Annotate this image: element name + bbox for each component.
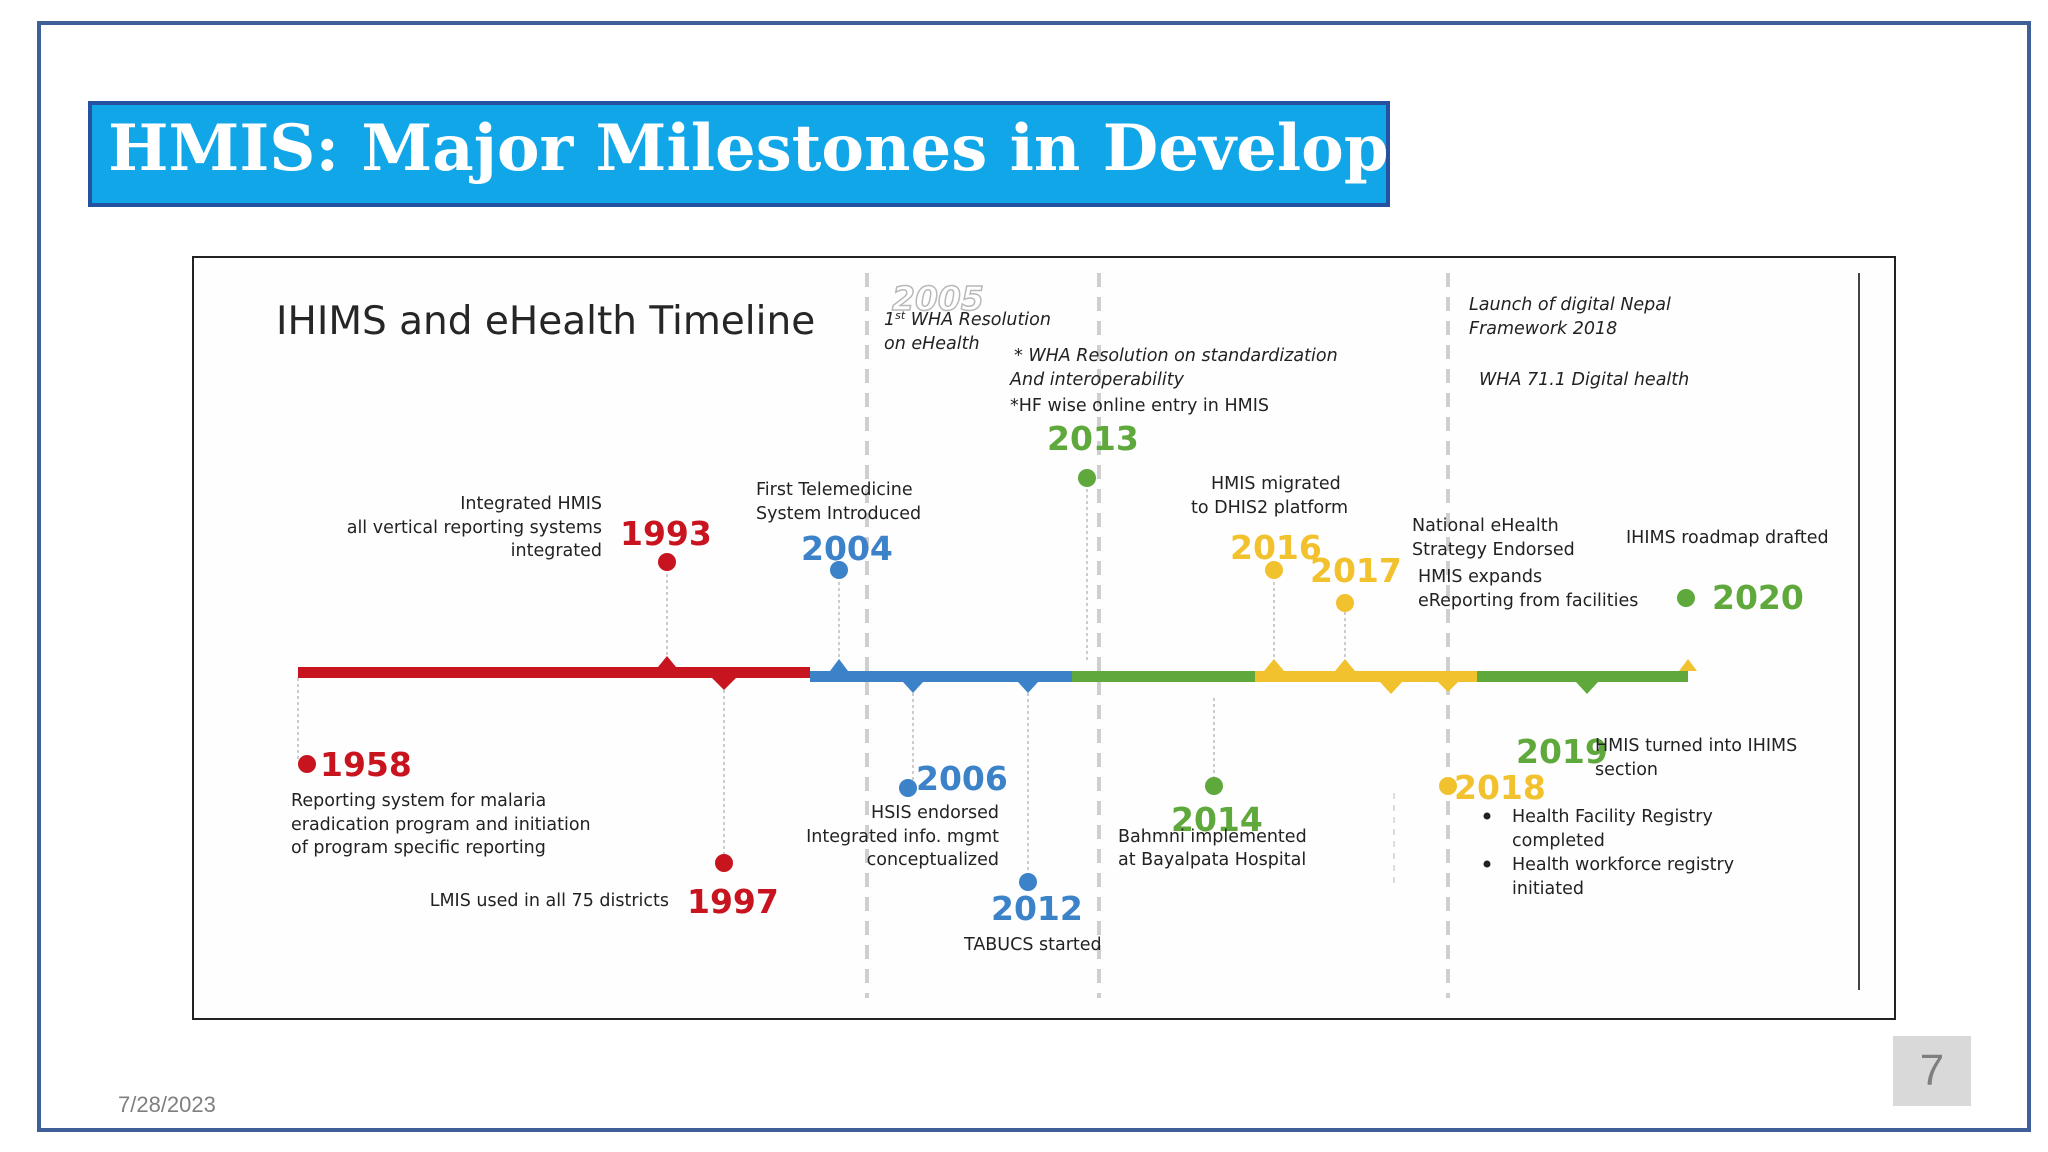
dot-2013 <box>1078 469 1096 487</box>
year-2013: 2013 <box>1047 419 1139 458</box>
year-2004: 2004 <box>801 529 893 568</box>
label-2005-line1: 1st WHA Resolution <box>884 309 1051 330</box>
label-2019-line1: HMIS turned into IHIMS <box>1595 736 1797 756</box>
label-2018-line4: initiated <box>1512 879 1584 899</box>
marker-2017b <box>1380 682 1402 694</box>
label-1958-line1: Reporting system for malaria <box>291 791 546 811</box>
timeline-panel: IHIMS and eHealth Timeline 2005 1st WHA … <box>192 256 1896 1020</box>
label-2017-line1: National eHealth <box>1412 516 1559 536</box>
year-1958: 1958 <box>320 745 412 784</box>
label-2005-line2: on eHealth <box>884 334 980 354</box>
marker-1993 <box>658 656 676 667</box>
label-1997: LMIS used in all 75 districts <box>430 891 669 911</box>
dot-2004 <box>830 561 848 579</box>
label-2019-line2: section <box>1595 760 1658 780</box>
dot-1993 <box>658 553 676 571</box>
marker-2017 <box>1335 659 1355 671</box>
label-2004-line2: System Introduced <box>756 504 921 524</box>
slide-title: HMIS: Major Milestones in Development <box>108 111 1574 186</box>
label-2020: IHIMS roadmap drafted <box>1626 528 1829 548</box>
label-1993-line1: Integrated HMIS <box>460 494 602 514</box>
timeline-segment-red <box>298 667 810 678</box>
year-1997: 1997 <box>687 882 779 921</box>
year-2017: 2017 <box>1310 551 1402 590</box>
year-2018: 2018 <box>1454 768 1546 807</box>
dot-2018 <box>1439 777 1457 795</box>
page-number: 7 <box>1893 1036 1971 1106</box>
year-2020: 2020 <box>1712 578 1804 617</box>
timeline-segment-yellow <box>1255 671 1477 682</box>
dot-2006 <box>899 779 917 797</box>
year-2005: 2005 <box>892 279 984 318</box>
marker-2019 <box>1576 682 1598 694</box>
label-2006-line3: conceptualized <box>867 850 999 870</box>
label-1958-line2: eradication program and initiation <box>291 815 591 835</box>
timeline-segment-green-end <box>1477 671 1688 682</box>
year-2014: 2014 <box>1171 800 1263 839</box>
timeline-heading: IHIMS and eHealth Timeline <box>276 299 815 344</box>
label-1958-line3: of program specific reporting <box>291 838 546 858</box>
marker-2018 <box>1438 682 1458 692</box>
year-2012: 2012 <box>991 889 1083 928</box>
dot-2012 <box>1019 873 1037 891</box>
dot-1958 <box>298 755 316 773</box>
label-2013-line1: * WHA Resolution on standardization <box>1014 346 1338 366</box>
label-2016-line1: HMIS migrated <box>1211 474 1341 494</box>
dot-2014 <box>1205 777 1223 795</box>
label-1993-line3: integrated <box>511 541 602 561</box>
timeline-segment-blue <box>810 671 1072 682</box>
year-1993: 1993 <box>620 514 712 553</box>
label-2014-line2: at Bayalpata Hospital <box>1118 850 1306 870</box>
label-2017-line3: HMIS expands <box>1418 567 1542 587</box>
dot-2016 <box>1265 561 1283 579</box>
timeline-diagram: IHIMS and eHealth Timeline 2005 1st WHA … <box>276 273 1860 998</box>
marker-2012 <box>1018 682 1038 693</box>
year-2016: 2016 <box>1230 528 1322 567</box>
label-2018-top3: WHA 71.1 Digital health <box>1479 370 1689 390</box>
marker-2020 <box>1679 659 1697 671</box>
label-2013-line3: *HF wise online entry in HMIS <box>1010 396 1269 416</box>
label-2018-top1: Launch of digital Nepal <box>1469 295 1671 315</box>
timeline-segment-green <box>1072 671 1255 682</box>
bullet-icon <box>1483 860 1491 868</box>
label-2013-line2: And interoperability <box>1009 370 1185 390</box>
label-2004-line1: First Telemedicine <box>756 480 913 500</box>
label-2017-line4: eReporting from facilities <box>1418 591 1638 611</box>
marker-2006 <box>903 682 923 693</box>
label-2016-line2: to DHIS2 platform <box>1191 498 1348 518</box>
year-2019: 2019 <box>1516 732 1608 771</box>
title-banner: HMIS: Major Milestones in Development <box>88 101 1573 207</box>
label-1993-line2: all vertical reporting systems <box>347 518 602 538</box>
marker-2016 <box>1264 659 1284 671</box>
label-2018-line1: Health Facility Registry <box>1512 807 1713 827</box>
dot-2020 <box>1677 589 1695 607</box>
label-2018-top2: Framework 2018 <box>1469 319 1617 339</box>
label-2017-line2: Strategy Endorsed <box>1412 540 1575 560</box>
label-2018-line3: Health workforce registry <box>1512 855 1734 875</box>
slide-date: 7/28/2023 <box>118 1092 216 1117</box>
label-2014-line1: Bahmni implemented <box>1118 827 1307 847</box>
label-2006-line2: Integrated info. mgmt <box>806 827 999 847</box>
dot-2017 <box>1336 594 1354 612</box>
bullet-icon <box>1483 812 1491 820</box>
label-2006-line1: HSIS endorsed <box>871 803 999 823</box>
year-2006: 2006 <box>916 759 1008 798</box>
dot-1997 <box>715 854 733 872</box>
marker-1997 <box>712 678 736 690</box>
label-2018-line2: completed <box>1512 831 1605 851</box>
marker-2004 <box>830 659 848 671</box>
label-2012: TABUCS started <box>963 935 1102 955</box>
